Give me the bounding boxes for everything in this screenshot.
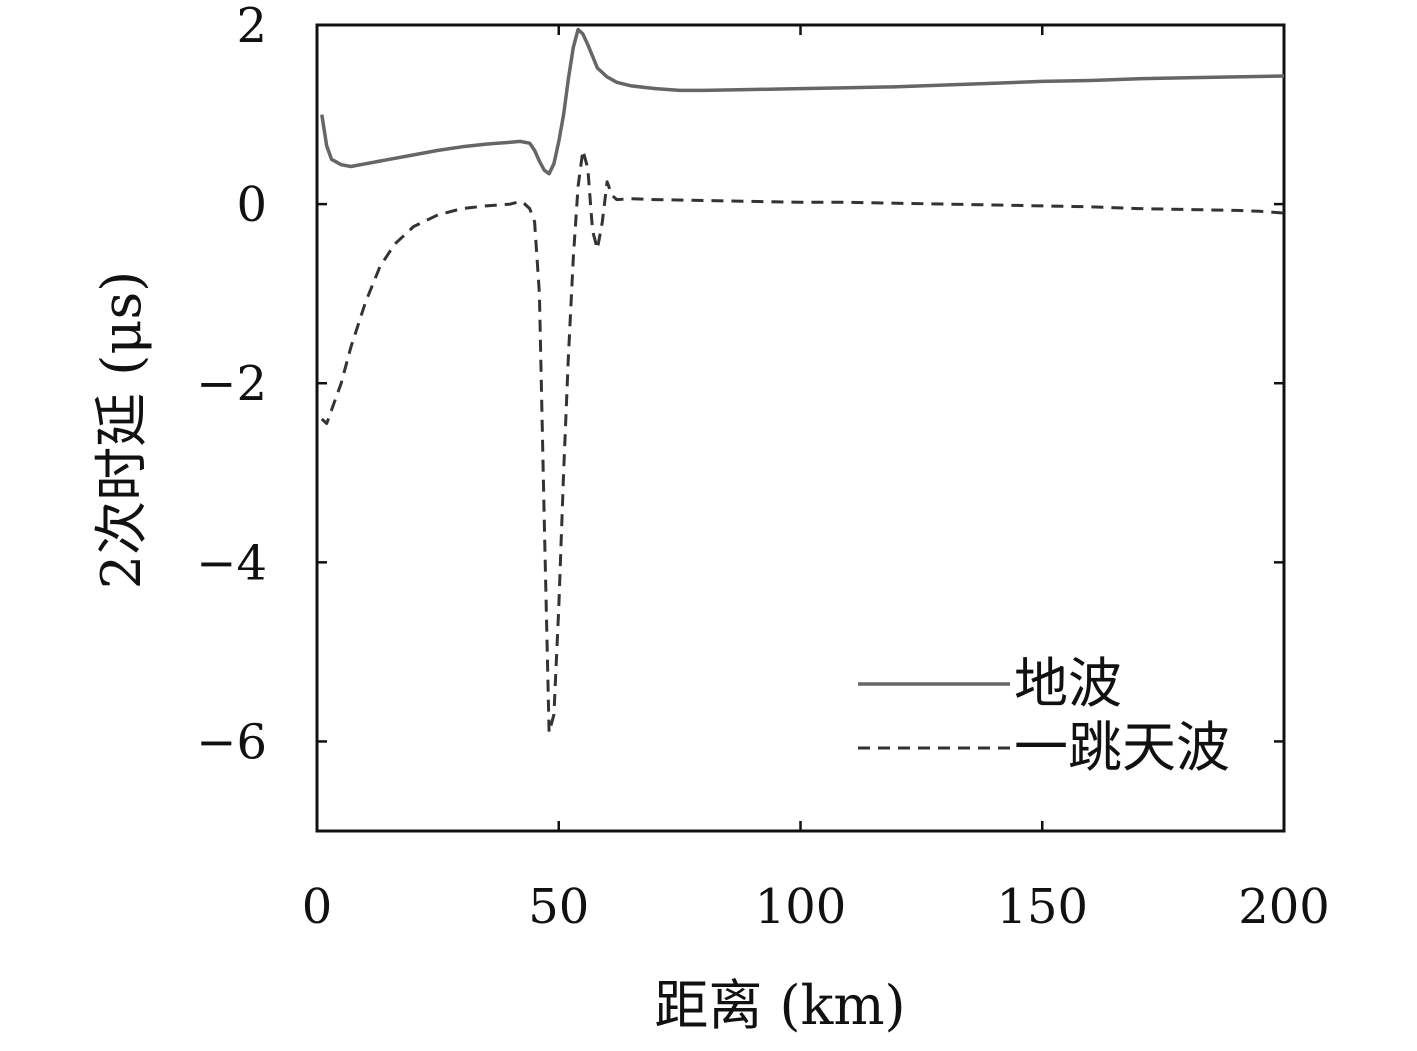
axis-ticks [315, 23, 1286, 831]
x-tick-label: 200 [1238, 879, 1330, 935]
x-axis-label: 距离 (km) [654, 974, 905, 1037]
y-axis-label: 2次时延 (μs) [90, 271, 153, 589]
series-lines [320, 27, 1285, 734]
y-tick-labels: 2 0 −2 −4 −6 [196, 0, 267, 770]
y-tick-label: −2 [196, 356, 267, 412]
y-tick-label: 2 [236, 0, 267, 54]
x-tick-label: 0 [302, 879, 333, 935]
y-tick-label: −6 [196, 714, 267, 770]
x-tick-label: 150 [996, 879, 1088, 935]
x-tick-labels: 0 50 100 150 200 [302, 879, 1330, 935]
legend-label: 地波 [1014, 652, 1122, 715]
x-tick-label: 50 [528, 879, 589, 935]
x-tick-label: 100 [755, 879, 847, 935]
series-line-0 [320, 27, 1285, 176]
y-tick-label: 0 [236, 177, 267, 233]
legend-label: 一跳天波 [1014, 716, 1230, 779]
series-line-1 [320, 148, 1285, 734]
y-tick-label: −4 [196, 535, 267, 591]
